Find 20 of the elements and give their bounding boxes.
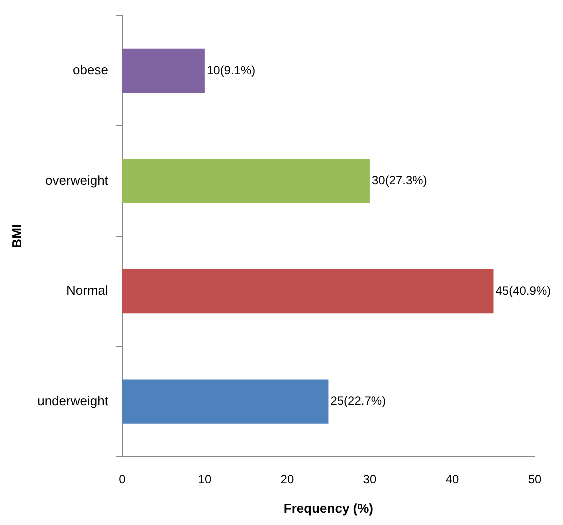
x-tick-label: 50: [528, 472, 542, 487]
bar: [122, 159, 370, 204]
x-tick-label: 20: [280, 472, 294, 487]
bar: [122, 48, 205, 94]
x-tick-label: 30: [363, 472, 377, 487]
data-label: 10(9.1%): [206, 63, 256, 78]
y-tick-label: underweight: [38, 393, 109, 408]
data-label: 30(27.3%): [372, 174, 428, 188]
y-tick-label: Normal: [66, 283, 109, 298]
y-tick-label: obese: [73, 62, 108, 78]
data-label: 25(22.7%): [330, 394, 386, 408]
x-axis-title: Frequency (%): [284, 500, 374, 516]
y-axis-title: BMI: [9, 224, 24, 248]
data-label: 45(40.9%): [496, 284, 552, 298]
x-tick-label: 40: [446, 472, 460, 487]
bar: [122, 380, 329, 424]
x-tick-label: 10: [198, 472, 212, 487]
x-tick-label: 0: [119, 472, 126, 487]
bar: [122, 269, 494, 314]
y-tick-label: overweight: [46, 172, 109, 188]
